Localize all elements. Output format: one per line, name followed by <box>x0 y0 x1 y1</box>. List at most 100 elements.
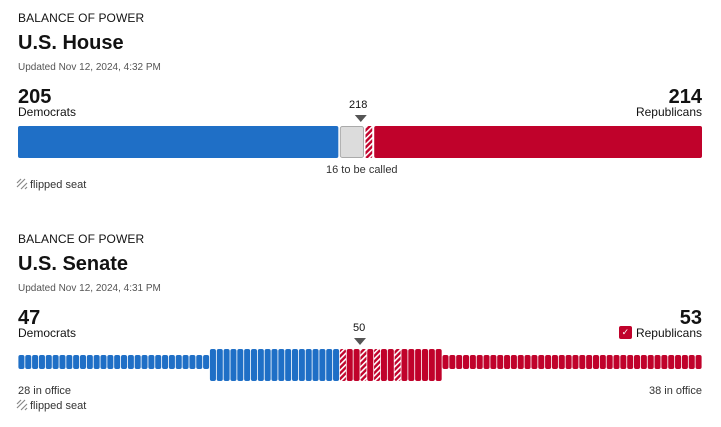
senate-seat-bar <box>18 338 702 381</box>
senate-seat-rep-in-office <box>640 355 647 369</box>
senate-seat-dem-elected <box>285 349 292 381</box>
senate-seat-dem-elected <box>312 349 319 381</box>
house-rep-count: 214 <box>668 86 702 108</box>
house-dem-label: Democrats <box>18 105 77 119</box>
senate-seat-dem-in-office <box>100 355 107 369</box>
house-kicker: BALANCE OF POWER <box>18 11 145 25</box>
senate-seat-dem-elected <box>292 349 299 381</box>
house-to-be-called: 16 to be called <box>326 164 398 176</box>
senate-seat-dem-elected <box>237 349 244 381</box>
senate-seat-rep-in-office <box>668 355 675 369</box>
senate-seat-dem-in-office <box>79 355 86 369</box>
senate-seat-rep-elected <box>380 349 387 381</box>
senate-updated: Updated Nov 12, 2024, 4:31 PM <box>18 283 161 294</box>
senate-seat-dem-in-office <box>196 355 203 369</box>
senate-seat-dem-in-office <box>148 355 155 369</box>
senate-seat-rep-flipped <box>360 349 367 381</box>
senate-seat-rep-in-office <box>497 355 504 369</box>
senate-rep-in-office: 38 in office <box>648 385 702 397</box>
senate-seat-rep-in-office <box>449 355 456 369</box>
senate-seat-rep-in-office <box>558 355 565 369</box>
senate-rep-label: Republicans <box>635 326 702 340</box>
senate-seat-dem-in-office <box>141 355 148 369</box>
senate-majority-marker <box>354 338 366 345</box>
senate-seat-dem-in-office <box>52 355 59 369</box>
senate-seat-dem-elected <box>216 349 223 381</box>
senate-seat-dem-in-office <box>73 355 80 369</box>
senate-seat-dem-in-office <box>162 355 169 369</box>
house-updated: Updated Nov 12, 2024, 4:32 PM <box>18 62 161 73</box>
house-rep-bar <box>374 126 702 158</box>
senate-seat-dem-in-office <box>189 355 196 369</box>
senate-seat-rep-elected <box>367 349 374 381</box>
senate-seat-dem-in-office <box>127 355 134 369</box>
senate-dem-count: 47 <box>18 307 41 329</box>
senate-rep-count: 53 <box>679 307 702 329</box>
senate-seat-dem-elected <box>264 349 271 381</box>
senate-seat-rep-in-office <box>654 355 661 369</box>
house-flipped-label: flipped seat <box>30 179 87 191</box>
senate-seat-rep-in-office <box>627 355 634 369</box>
senate-seat-rep-flipped <box>394 349 401 381</box>
senate-seat-dem-in-office <box>59 355 66 369</box>
house-title: U.S. House <box>18 32 124 54</box>
senate-seat-rep-in-office <box>545 355 552 369</box>
senate-seat-rep-in-office <box>613 355 620 369</box>
senate-seat-dem-elected <box>244 349 251 381</box>
house-seat-bar <box>18 115 702 158</box>
senate-majority-label: 50 <box>353 322 366 334</box>
senate-seat-rep-elected <box>346 349 353 381</box>
senate-seat-rep-in-office <box>504 355 511 369</box>
senate-seat-dem-elected <box>278 349 285 381</box>
senate-seat-rep-elected <box>421 349 428 381</box>
house-section: BALANCE OF POWER U.S. House Updated Nov … <box>16 0 702 200</box>
senate-seat-dem-elected <box>230 349 237 381</box>
senate-seat-rep-flipped <box>374 349 381 381</box>
senate-seat-rep-elected <box>387 349 394 381</box>
senate-seat-dem-elected <box>271 349 278 381</box>
senate-seat-dem-in-office <box>25 355 32 369</box>
senate-title: U.S. Senate <box>18 253 129 275</box>
senate-seat-dem-in-office <box>168 355 175 369</box>
senate-seat-rep-in-office <box>586 355 593 369</box>
house-dem-count: 205 <box>18 86 52 108</box>
senate-seat-rep-in-office <box>476 355 483 369</box>
senate-seat-dem-in-office <box>86 355 93 369</box>
senate-seat-dem-in-office <box>45 355 52 369</box>
senate-seat-dem-in-office <box>175 355 182 369</box>
senate-seat-rep-in-office <box>469 355 476 369</box>
senate-seat-rep-in-office <box>606 355 613 369</box>
senate-seat-dem-elected <box>319 349 326 381</box>
senate-seat-rep-in-office <box>483 355 490 369</box>
senate-seat-rep-in-office <box>661 355 668 369</box>
senate-seat-dem-in-office <box>134 355 141 369</box>
senate-seat-rep-in-office <box>538 355 545 369</box>
senate-seat-rep-in-office <box>565 355 572 369</box>
house-uncalled-bar <box>339 126 365 158</box>
house-majority-label: 218 <box>349 99 368 111</box>
senate-flipped-legend: flipped seat <box>16 399 86 412</box>
senate-seat-rep-in-office <box>442 355 449 369</box>
senate-seat-rep-elected <box>401 349 408 381</box>
senate-seat-dem-in-office <box>38 355 45 369</box>
senate-seat-dem-elected <box>209 349 216 381</box>
house-flipped-legend: flipped seat <box>16 178 87 191</box>
senate-seat-dem-in-office <box>121 355 128 369</box>
senate-seat-dem-elected <box>305 349 312 381</box>
senate-seat-rep-in-office <box>579 355 586 369</box>
senate-seat-rep-in-office <box>647 355 654 369</box>
house-rep-flipped-bar <box>365 126 373 158</box>
senate-seat-rep-elected <box>415 349 422 381</box>
house-rep-label: Republicans <box>635 105 702 119</box>
senate-seat-dem-in-office <box>155 355 162 369</box>
flipped-swatch-icon <box>16 178 28 190</box>
senate-seat-dem-elected <box>257 349 264 381</box>
senate-seat-rep-in-office <box>524 355 531 369</box>
senate-seat-rep-in-office <box>456 355 463 369</box>
senate-seat-rep-flipped <box>339 349 346 381</box>
senate-seat-dem-elected <box>298 349 305 381</box>
senate-section: BALANCE OF POWER U.S. Senate Updated Nov… <box>16 221 702 421</box>
senate-seat-dem-elected <box>326 349 333 381</box>
senate-dem-label: Democrats <box>18 326 77 340</box>
senate-seat-rep-elected <box>353 349 360 381</box>
